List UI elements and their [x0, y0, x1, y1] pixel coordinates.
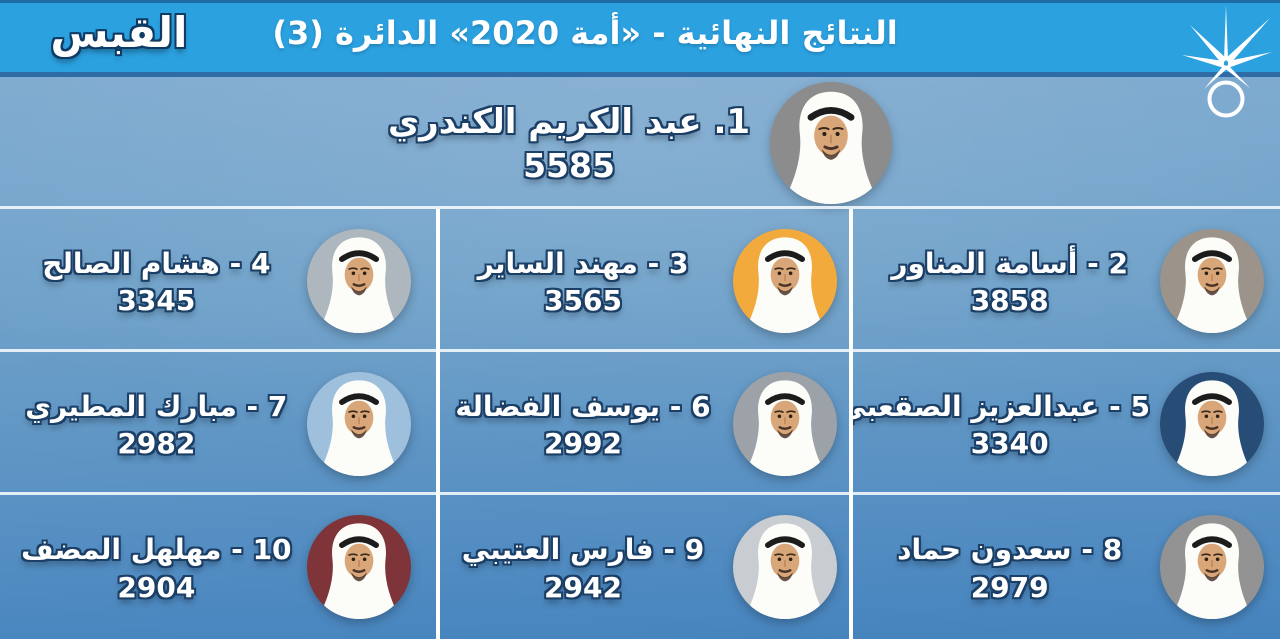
candidate-votes: 2942	[544, 570, 622, 604]
candidate-name: 10 - مهلهل المضف	[21, 533, 292, 567]
column-divider	[849, 209, 853, 639]
candidate-photo	[733, 371, 838, 476]
column-divider	[436, 209, 440, 639]
results-grid: 2 - أسامة المناور 3858 3 - مهند الساير 3…	[0, 209, 1280, 639]
candidate-name: 8 - سعدون حماد	[897, 533, 1123, 567]
person-avatar-icon	[733, 229, 837, 333]
candidate-cell: 4 - هشام الصالح 3345	[0, 209, 427, 352]
candidate-photo	[733, 228, 838, 333]
candidate-cell: 6 - يوسف الفضالة 2992	[427, 352, 854, 495]
candidate-cell: 7 - مبارك المطيري 2982	[0, 352, 427, 495]
candidate-votes: 3565	[544, 284, 622, 318]
person-avatar-icon	[770, 82, 892, 204]
person-avatar-icon	[1160, 372, 1264, 476]
candidate-photo	[733, 515, 838, 620]
person-avatar-icon	[1160, 515, 1264, 619]
candidate-votes: 2992	[544, 427, 622, 461]
candidate-votes: 3345	[117, 284, 196, 318]
row-divider	[0, 492, 1280, 495]
header-band	[0, 0, 1280, 77]
row-divider	[0, 349, 1280, 352]
person-avatar-icon	[733, 515, 837, 619]
person-avatar-icon	[1160, 229, 1264, 333]
candidate-votes: 2904	[117, 570, 196, 604]
candidate-name: 3 - مهند الساير	[477, 246, 689, 280]
candidate-votes: 2979	[970, 570, 1049, 604]
candidate-name: 4 - هشام الصالح	[42, 246, 271, 280]
candidate-cell: 10 - مهلهل المضف 2904	[0, 496, 427, 639]
person-avatar-icon	[307, 515, 411, 619]
candidate-photo	[1160, 371, 1264, 476]
candidate-photo	[306, 371, 411, 476]
sunburst-star-icon	[1182, 5, 1272, 118]
person-avatar-icon	[307, 372, 411, 476]
candidate-votes: 3858	[970, 284, 1049, 318]
person-avatar-icon	[307, 229, 411, 333]
candidate-photo	[1160, 515, 1264, 620]
alqabas-brand-logo: القبس	[50, 8, 188, 57]
candidate-name: 1. عبد الكريم الكندري	[387, 101, 751, 142]
candidate-photo	[306, 515, 411, 620]
candidate-votes: 3340	[970, 427, 1049, 461]
candidate-votes: 2982	[117, 427, 196, 461]
candidate-name: 9 - فارس العتيبي	[461, 533, 705, 567]
row-divider	[0, 206, 1280, 209]
candidate-votes: 5585	[523, 145, 615, 185]
candidate-name: 5 - عبدالعزيز الصقعبي	[853, 389, 1150, 423]
candidate-cell: 5 - عبدالعزيز الصقعبي 3340	[853, 352, 1280, 495]
candidate-name: 2 - أسامة المناور	[891, 246, 1128, 280]
candidate-name: 6 - يوسف الفضالة	[455, 389, 711, 423]
candidate-cell: 8 - سعدون حماد 2979	[853, 496, 1280, 639]
page-title: النتائج النهائية - «أمة 2020» الدائرة (3…	[272, 14, 898, 52]
candidate-cell: 9 - فارس العتيبي 2942	[427, 496, 854, 639]
winner-section: 1. عبد الكريم الكندري 5585	[0, 77, 1280, 208]
candidate-cell: 3 - مهند الساير 3565	[427, 209, 854, 352]
candidate-name: 7 - مبارك المطيري	[25, 389, 288, 423]
candidate-cell: 2 - أسامة المناور 3858	[853, 209, 1280, 352]
candidate-photo	[306, 228, 411, 333]
person-avatar-icon	[733, 372, 837, 476]
candidate-photo	[1160, 228, 1264, 333]
candidate-photo	[770, 81, 893, 204]
